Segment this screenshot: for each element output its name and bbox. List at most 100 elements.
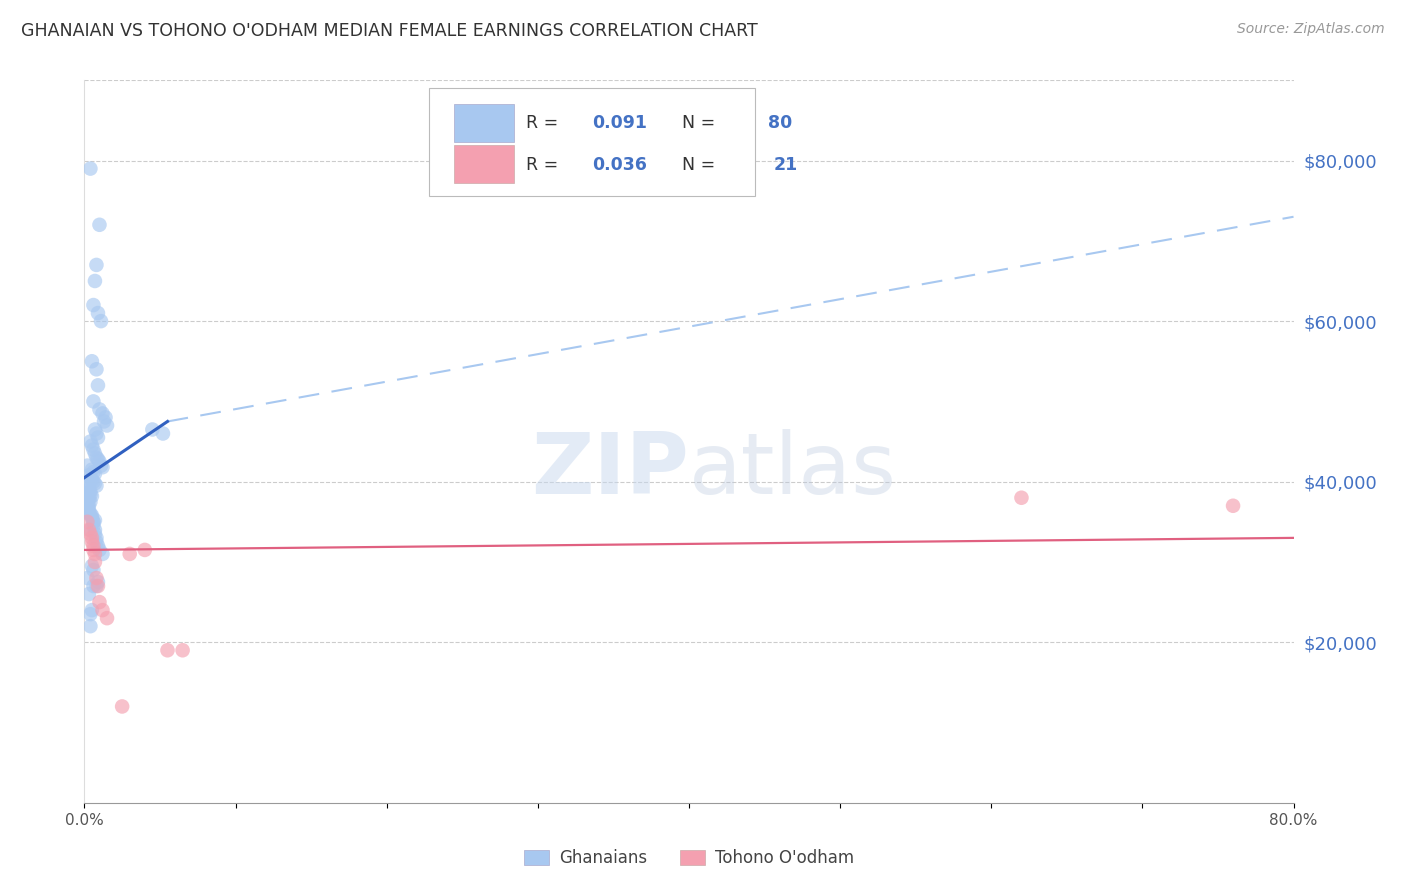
Point xyxy=(77,483,100,497)
Point xyxy=(87,539,110,553)
Text: ZIP: ZIP xyxy=(531,429,689,512)
Point xyxy=(77,492,100,507)
Point xyxy=(91,547,114,561)
Text: 0.091: 0.091 xyxy=(592,114,647,132)
Point xyxy=(89,402,111,417)
Point xyxy=(90,458,112,473)
Point xyxy=(77,486,100,500)
Point xyxy=(91,603,114,617)
Point xyxy=(77,499,100,513)
Point xyxy=(87,430,110,444)
Point xyxy=(82,394,104,409)
Point xyxy=(96,611,118,625)
Point xyxy=(86,362,108,376)
Point xyxy=(89,218,111,232)
Point xyxy=(84,526,107,541)
Point xyxy=(86,450,108,465)
Point xyxy=(1011,491,1033,505)
Text: R =: R = xyxy=(526,114,564,132)
Point xyxy=(84,523,107,537)
Point xyxy=(77,468,100,483)
Point xyxy=(84,476,107,491)
Point xyxy=(86,478,108,492)
Point xyxy=(86,534,108,549)
Point xyxy=(87,452,110,467)
Point xyxy=(79,523,101,537)
Point xyxy=(80,531,103,545)
Point xyxy=(80,438,103,452)
Point xyxy=(79,434,101,449)
Point xyxy=(82,465,104,479)
FancyBboxPatch shape xyxy=(454,145,513,183)
FancyBboxPatch shape xyxy=(454,104,513,142)
Point xyxy=(77,587,100,601)
Text: 80: 80 xyxy=(768,114,792,132)
Point xyxy=(76,500,98,515)
Point xyxy=(84,467,107,481)
Point xyxy=(82,442,104,457)
Text: 21: 21 xyxy=(773,156,797,174)
Text: GHANAIAN VS TOHONO O'ODHAM MEDIAN FEMALE EARNINGS CORRELATION CHART: GHANAIAN VS TOHONO O'ODHAM MEDIAN FEMALE… xyxy=(21,22,758,40)
Point xyxy=(79,494,101,508)
Point xyxy=(79,487,101,501)
Point xyxy=(141,422,163,436)
Text: atlas: atlas xyxy=(689,429,897,512)
FancyBboxPatch shape xyxy=(429,87,755,196)
Point xyxy=(82,475,104,489)
Text: N =: N = xyxy=(671,114,720,132)
Point xyxy=(77,507,100,521)
Text: R =: R = xyxy=(526,156,564,174)
Point xyxy=(86,258,108,272)
Point xyxy=(156,643,179,657)
Point xyxy=(80,473,103,487)
Point xyxy=(84,513,107,527)
Point xyxy=(76,481,98,495)
Point xyxy=(86,426,108,441)
Point xyxy=(80,508,103,523)
Point xyxy=(77,475,100,489)
Point xyxy=(77,502,100,516)
Point xyxy=(76,491,98,505)
Point xyxy=(86,571,108,585)
Point xyxy=(76,497,98,511)
Point xyxy=(82,518,104,533)
Point xyxy=(80,603,103,617)
Point xyxy=(82,515,104,529)
Point xyxy=(87,579,110,593)
Point xyxy=(84,446,107,460)
Point xyxy=(111,699,134,714)
Point xyxy=(94,410,117,425)
Point xyxy=(134,542,156,557)
Point xyxy=(172,643,194,657)
Point xyxy=(86,531,108,545)
Point xyxy=(76,515,98,529)
Point xyxy=(96,418,118,433)
Point xyxy=(82,563,104,577)
Point xyxy=(79,507,101,521)
Point xyxy=(87,306,110,320)
Point xyxy=(152,426,174,441)
Point xyxy=(90,314,112,328)
Point xyxy=(87,378,110,392)
Point xyxy=(80,534,103,549)
Text: Source: ZipAtlas.com: Source: ZipAtlas.com xyxy=(1237,22,1385,37)
Point xyxy=(91,406,114,420)
Point xyxy=(82,539,104,553)
Point xyxy=(82,542,104,557)
Point xyxy=(84,547,107,561)
Point xyxy=(80,510,103,524)
Point xyxy=(91,460,114,475)
Point xyxy=(87,574,110,589)
Point xyxy=(79,161,101,176)
Point xyxy=(118,547,141,561)
Point xyxy=(86,579,108,593)
Point xyxy=(84,422,107,436)
Text: 0.036: 0.036 xyxy=(592,156,647,174)
Point xyxy=(80,489,103,503)
Point xyxy=(89,595,111,609)
Point xyxy=(80,354,103,368)
Point xyxy=(89,454,111,468)
Legend: Ghanaians, Tohono O'odham: Ghanaians, Tohono O'odham xyxy=(517,843,860,874)
Point xyxy=(80,558,103,574)
Point xyxy=(89,542,111,557)
